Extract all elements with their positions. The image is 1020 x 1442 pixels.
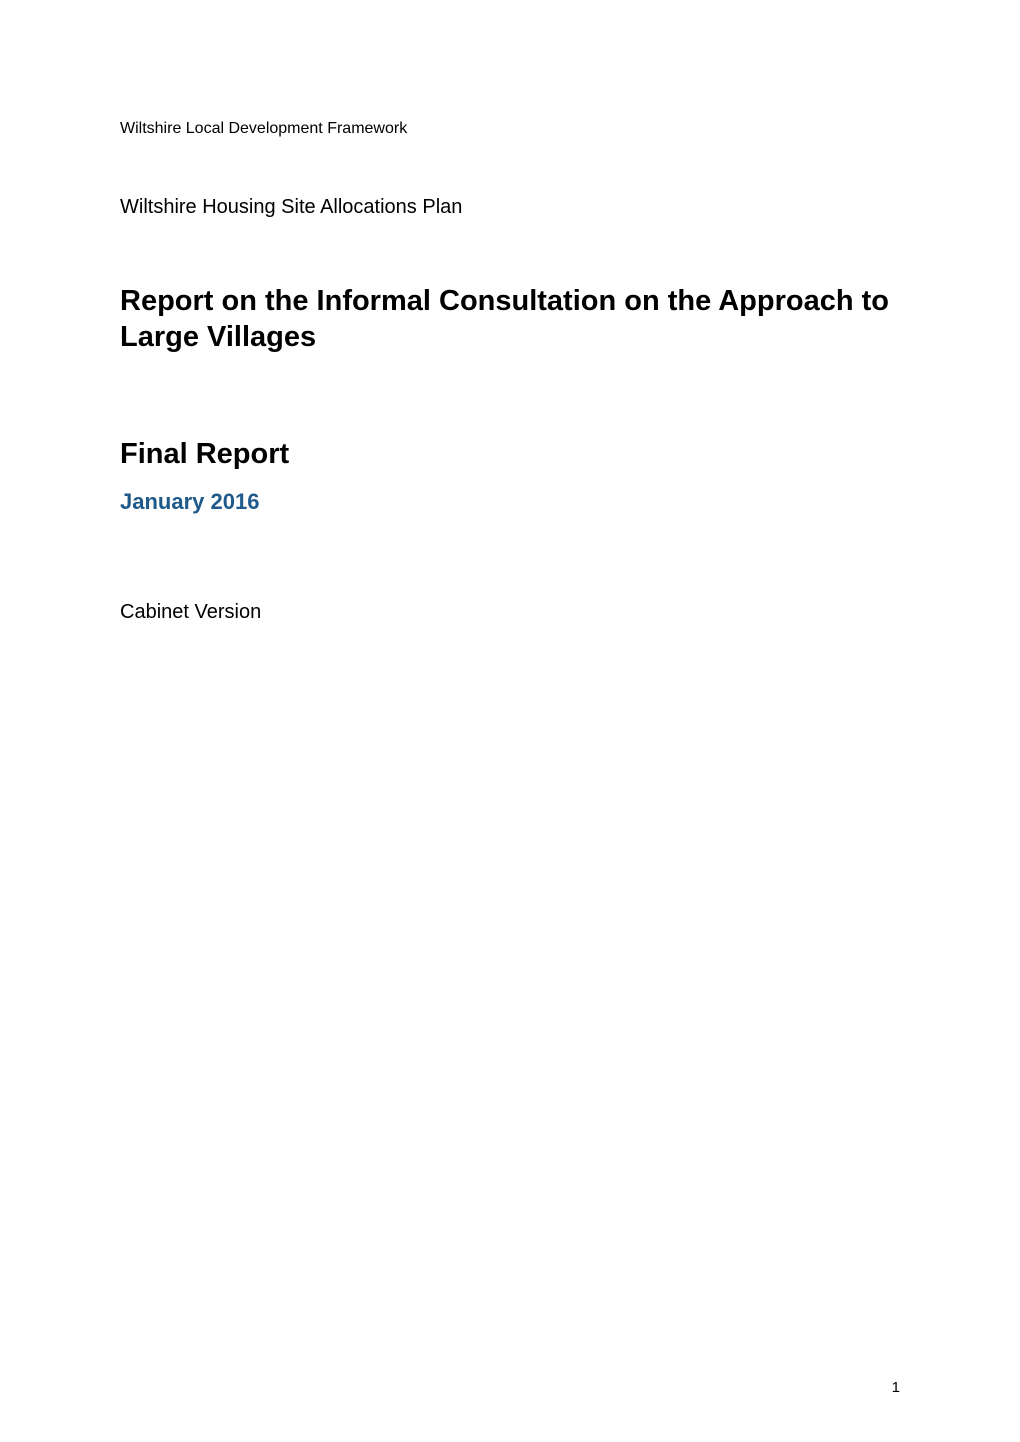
report-date: January 2016 <box>120 489 900 515</box>
page-number: 1 <box>892 1379 900 1396</box>
framework-label: Wiltshire Local Development Framework <box>120 120 900 138</box>
document-page: Wiltshire Local Development Framework Wi… <box>0 0 1020 1442</box>
version-label: Cabinet Version <box>120 601 900 624</box>
report-title: Report on the Informal Consultation on t… <box>120 283 900 356</box>
final-report-heading: Final Report <box>120 438 900 471</box>
plan-label: Wiltshire Housing Site Allocations Plan <box>120 196 900 219</box>
